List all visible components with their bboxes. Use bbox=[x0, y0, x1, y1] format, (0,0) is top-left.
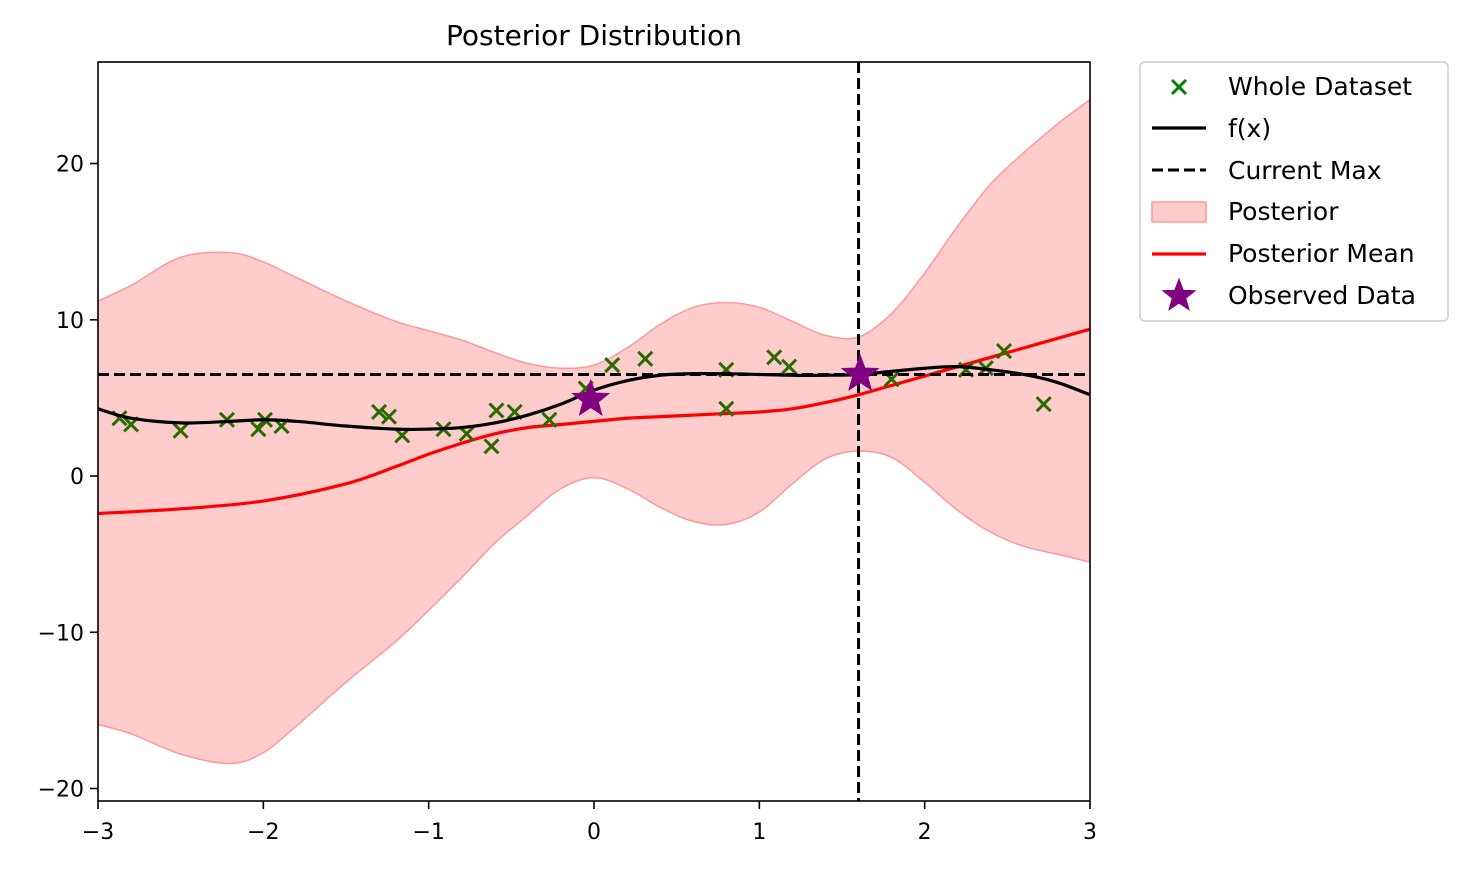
legend-marker-posterior bbox=[1151, 201, 1207, 223]
legend-label-whole-dataset: Whole Dataset bbox=[1228, 72, 1412, 101]
dataset-point bbox=[483, 438, 500, 455]
legend: Whole Dataset f(x) Current Max Posterior… bbox=[1139, 61, 1449, 322]
legend-item-f: f(x) bbox=[1152, 114, 1271, 143]
dataset-point bbox=[541, 411, 558, 428]
y-tick-label: 20 bbox=[56, 153, 84, 178]
whole-dataset-points bbox=[111, 342, 1052, 455]
dataset-point bbox=[371, 403, 388, 421]
observed-point bbox=[840, 354, 880, 391]
y-tick-label: −20 bbox=[38, 778, 84, 803]
posterior-mean-line bbox=[98, 327, 1090, 516]
f-line bbox=[98, 365, 1090, 432]
posterior-band bbox=[98, 99, 1090, 764]
y-tick-label: 10 bbox=[56, 309, 84, 334]
posterior-band-lower-edge bbox=[98, 450, 1090, 765]
observed-points bbox=[571, 354, 880, 416]
legend-item-posterior: Posterior bbox=[1151, 197, 1339, 226]
dataset-point bbox=[172, 422, 189, 439]
legend-label-posterior-mean: Posterior Mean bbox=[1228, 239, 1415, 268]
y-tick-label: −10 bbox=[38, 621, 84, 646]
chart-title: Posterior Distribution bbox=[446, 19, 742, 52]
plot-area bbox=[98, 62, 1090, 801]
legend-item-whole-dataset: Whole Dataset bbox=[1170, 72, 1412, 101]
x-tick-label: −2 bbox=[247, 820, 279, 845]
x-tick-label: 1 bbox=[752, 820, 766, 845]
legend-label-current-max: Current Max bbox=[1228, 156, 1382, 185]
dataset-point bbox=[718, 400, 735, 417]
legend-marker-whole-dataset bbox=[1170, 78, 1188, 96]
legend-frame bbox=[1139, 61, 1449, 322]
dataset-point bbox=[781, 358, 798, 375]
x-tick-label: 3 bbox=[1083, 820, 1097, 845]
observed-point bbox=[571, 379, 611, 416]
y-tick-label: 0 bbox=[70, 465, 84, 490]
dataset-point bbox=[488, 402, 505, 419]
dataset-point bbox=[637, 350, 654, 367]
dataset-point bbox=[250, 421, 267, 438]
x-tick-label: 2 bbox=[918, 820, 932, 845]
dataset-point bbox=[995, 342, 1013, 360]
dataset-point bbox=[1035, 396, 1052, 413]
legend-item-observed: Observed Data bbox=[1161, 277, 1416, 311]
x-tick-label: −3 bbox=[82, 820, 114, 845]
dataset-point bbox=[218, 411, 236, 428]
dataset-point bbox=[380, 408, 398, 425]
dataset-point bbox=[604, 357, 621, 374]
x-tick-label: 0 bbox=[587, 820, 601, 845]
legend-label-f: f(x) bbox=[1228, 114, 1271, 143]
legend-label-posterior: Posterior bbox=[1228, 197, 1339, 226]
x-tick-label: −1 bbox=[412, 820, 444, 845]
legend-item-posterior-mean: Posterior Mean bbox=[1152, 239, 1415, 268]
legend-item-current-max: Current Max bbox=[1152, 156, 1382, 185]
x-axis: −3 −2 −1 0 1 2 3 bbox=[82, 801, 1097, 845]
dataset-point bbox=[458, 425, 475, 442]
legend-label-observed: Observed Data bbox=[1228, 281, 1416, 310]
dataset-point bbox=[766, 349, 783, 366]
posterior-band-upper-edge bbox=[98, 98, 1090, 370]
legend-marker-observed bbox=[1161, 277, 1197, 311]
y-axis: −20 −10 0 10 20 bbox=[38, 153, 98, 803]
